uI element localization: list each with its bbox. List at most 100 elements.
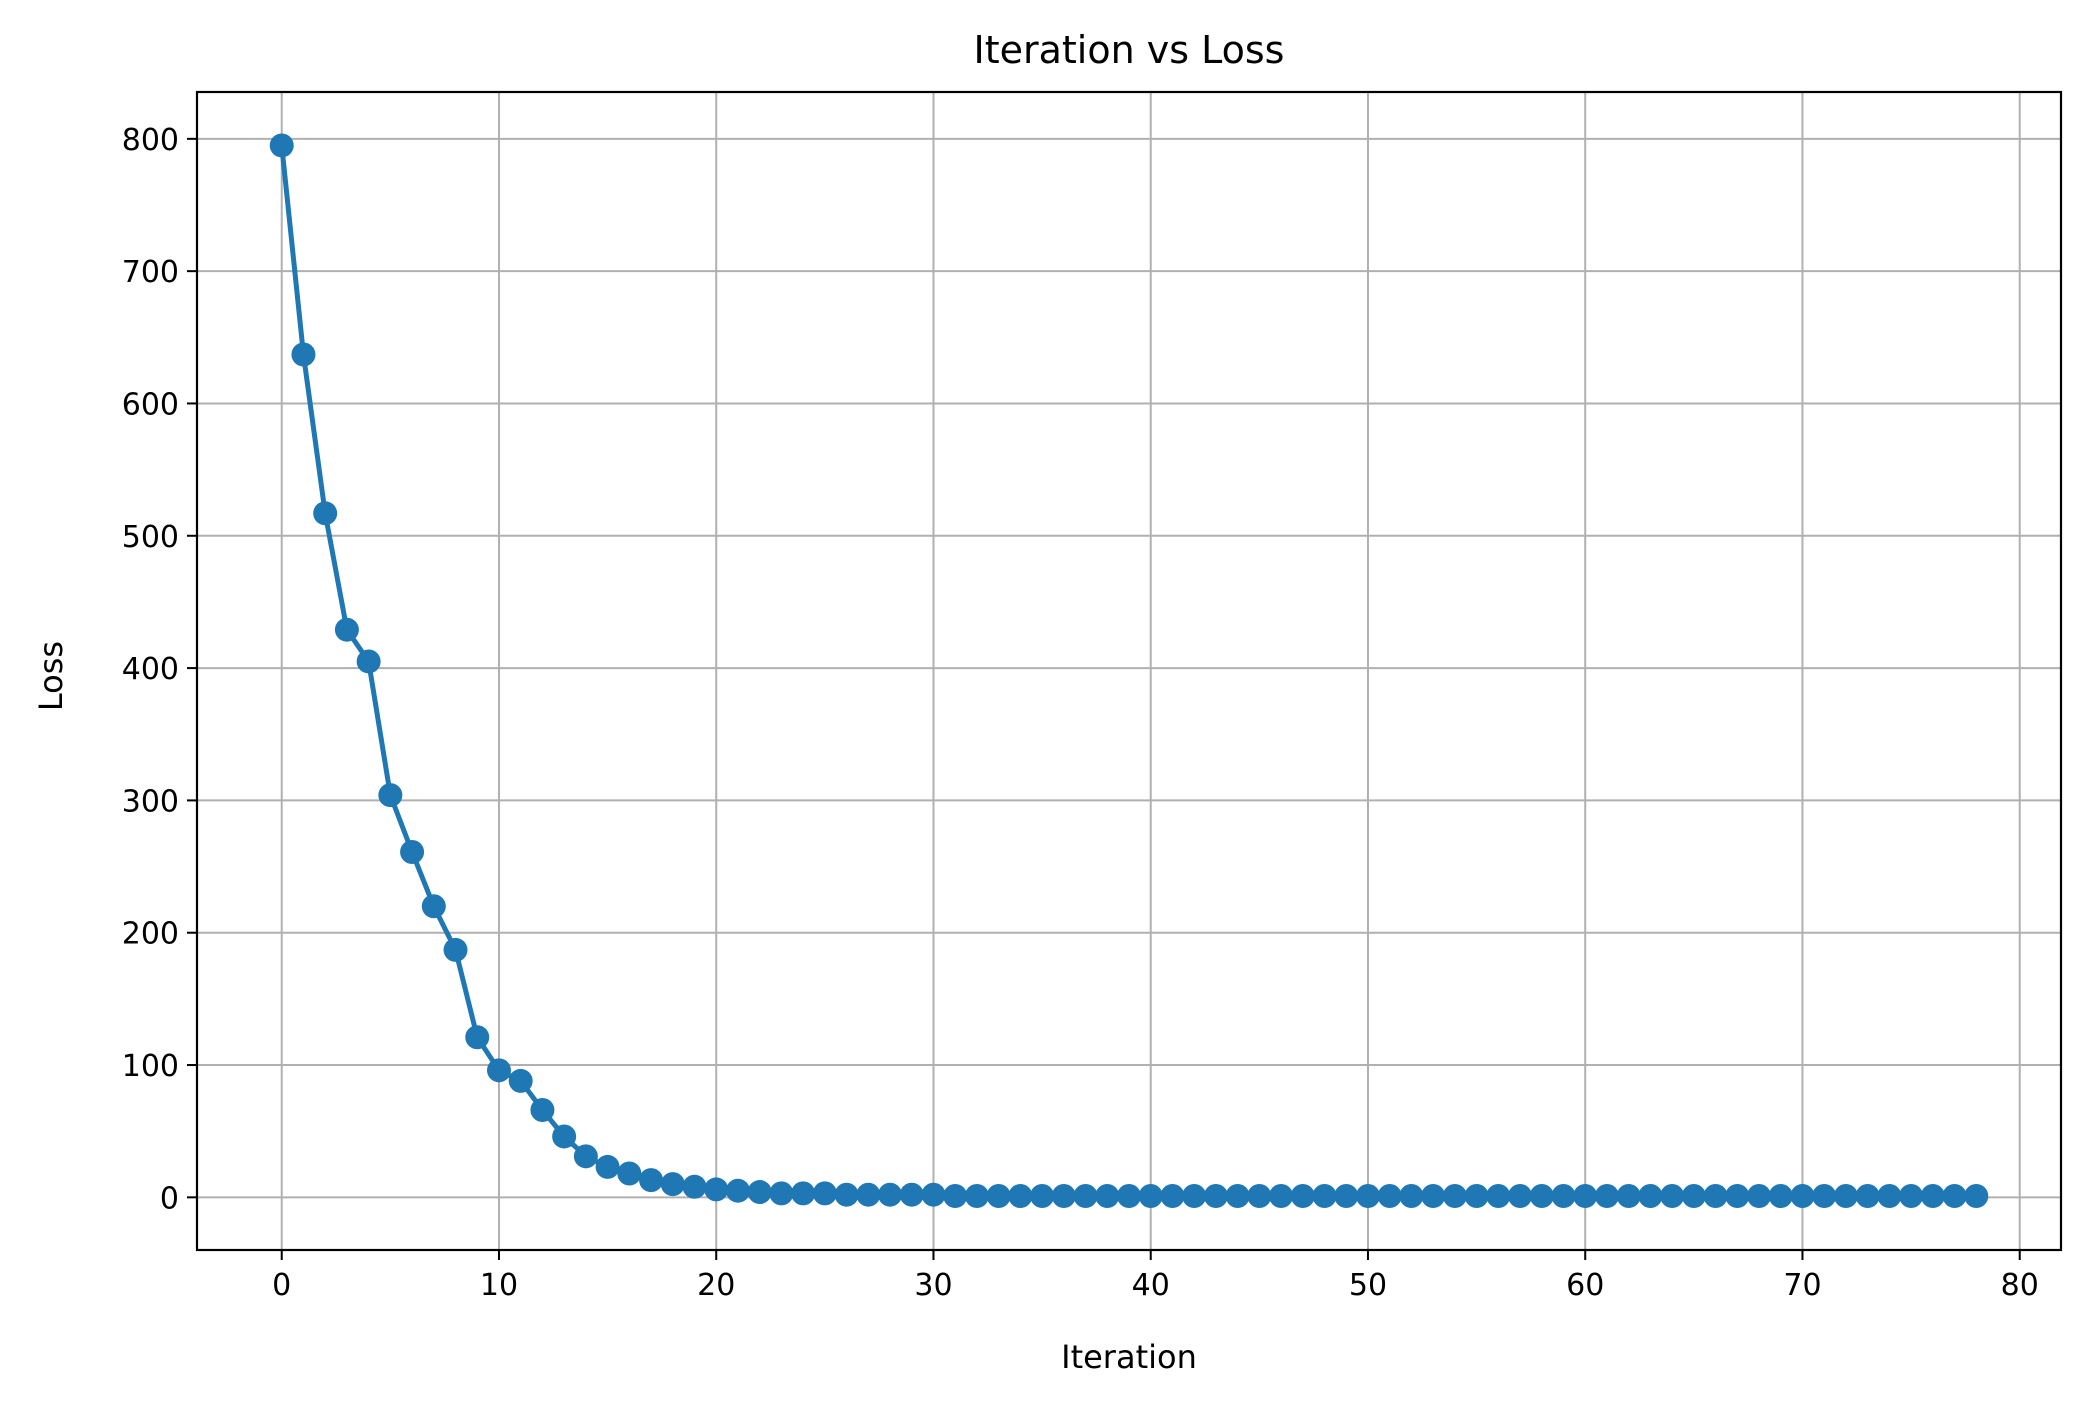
data-point [400, 840, 425, 865]
data-point [1464, 1184, 1489, 1209]
data-point [1790, 1184, 1815, 1209]
x-axis-label: Iteration [1061, 1338, 1197, 1376]
data-point [682, 1174, 707, 1199]
x-tick-label: 10 [480, 1268, 518, 1303]
y-tick-label: 400 [122, 652, 179, 687]
data-point [595, 1154, 620, 1179]
data-point [1117, 1184, 1141, 1209]
data-point [1138, 1184, 1163, 1209]
data-point [378, 783, 403, 808]
chart-title: Iteration vs Loss [974, 28, 1285, 72]
data-point [704, 1177, 729, 1202]
axis-ticks: 0 10 20 30 40 50 60 70 8001002003004005006007008… [122, 123, 2039, 1303]
data-point [1225, 1184, 1250, 1209]
data-point [1551, 1184, 1576, 1209]
data-point [313, 501, 338, 526]
data-point [1529, 1184, 1554, 1209]
data-point [291, 342, 316, 367]
data-point [1768, 1184, 1793, 1209]
data-point [1399, 1184, 1424, 1209]
data-point [1030, 1184, 1055, 1209]
data-point [1290, 1184, 1315, 1209]
y-tick-label: 700 [122, 255, 179, 290]
data-point [508, 1068, 533, 1093]
data-point [1203, 1184, 1228, 1209]
data-point [1421, 1184, 1446, 1209]
y-tick-label: 300 [122, 784, 179, 819]
data-point [1312, 1184, 1337, 1209]
data-point [943, 1184, 968, 1209]
data-point [1182, 1184, 1207, 1209]
data-point [660, 1172, 685, 1197]
data-point [812, 1181, 837, 1206]
data-point [269, 133, 294, 158]
data-point [1681, 1184, 1706, 1209]
data-point [1008, 1184, 1033, 1209]
data-point [1269, 1184, 1294, 1209]
data-point [1051, 1184, 1076, 1209]
data-point [617, 1161, 642, 1186]
data-point [1725, 1184, 1750, 1209]
x-tick-label: 80 [2001, 1268, 2039, 1303]
data-point [834, 1182, 859, 1207]
x-tick-label: 20 [697, 1268, 735, 1303]
y-tick-label: 100 [122, 1049, 179, 1084]
data-point [552, 1124, 577, 1149]
data-point [1833, 1184, 1858, 1209]
data-point [1942, 1184, 1967, 1209]
data-point [1594, 1184, 1619, 1209]
data-point [465, 1025, 490, 1050]
data-point [1334, 1184, 1359, 1209]
data-point [530, 1098, 555, 1123]
y-tick-label: 800 [122, 123, 179, 158]
data-point [1812, 1184, 1837, 1209]
data-point [747, 1180, 772, 1205]
x-tick-label: 60 [1566, 1268, 1604, 1303]
data-point [1073, 1184, 1098, 1209]
x-tick-label: 0 [272, 1268, 291, 1303]
data-point [1508, 1184, 1533, 1209]
data-point [443, 937, 468, 962]
data-point [1855, 1184, 1880, 1209]
data-point [1703, 1184, 1728, 1209]
plot-frame [195, 90, 2063, 1252]
data-point [356, 649, 381, 674]
data-point [769, 1181, 794, 1206]
data-point [1899, 1184, 1924, 1209]
data-point [921, 1182, 946, 1207]
data-point [1638, 1184, 1663, 1209]
data-point [1877, 1184, 1902, 1209]
x-tick-label: 50 [1349, 1268, 1387, 1303]
data-point [421, 894, 446, 919]
data-point [964, 1184, 989, 1209]
x-tick-label: 70 [1783, 1268, 1821, 1303]
series-loss [269, 133, 1989, 1209]
data-point [1747, 1184, 1772, 1209]
data-point [856, 1182, 881, 1207]
x-tick-label: 30 [914, 1268, 952, 1303]
data-point [1160, 1184, 1185, 1209]
data-point [1377, 1184, 1402, 1209]
y-tick-label: 0 [160, 1181, 179, 1216]
data-point [1247, 1184, 1272, 1209]
y-axis-label: Loss [32, 641, 70, 711]
data-point [334, 617, 359, 642]
y-tick-label: 500 [122, 520, 179, 555]
data-point [725, 1178, 750, 1203]
data-point [791, 1181, 816, 1206]
data-point [1486, 1184, 1511, 1209]
data-point [486, 1058, 511, 1083]
data-point [639, 1168, 664, 1193]
data-point [986, 1184, 1011, 1209]
x-tick-label: 40 [1132, 1268, 1170, 1303]
data-point [1920, 1184, 1945, 1209]
data-point [1964, 1184, 1989, 1209]
data-point [1442, 1184, 1467, 1209]
y-tick-label: 600 [122, 387, 179, 422]
data-point [1616, 1184, 1641, 1209]
data-point [1095, 1184, 1120, 1209]
data-point [1355, 1184, 1380, 1209]
y-tick-label: 200 [122, 917, 179, 952]
